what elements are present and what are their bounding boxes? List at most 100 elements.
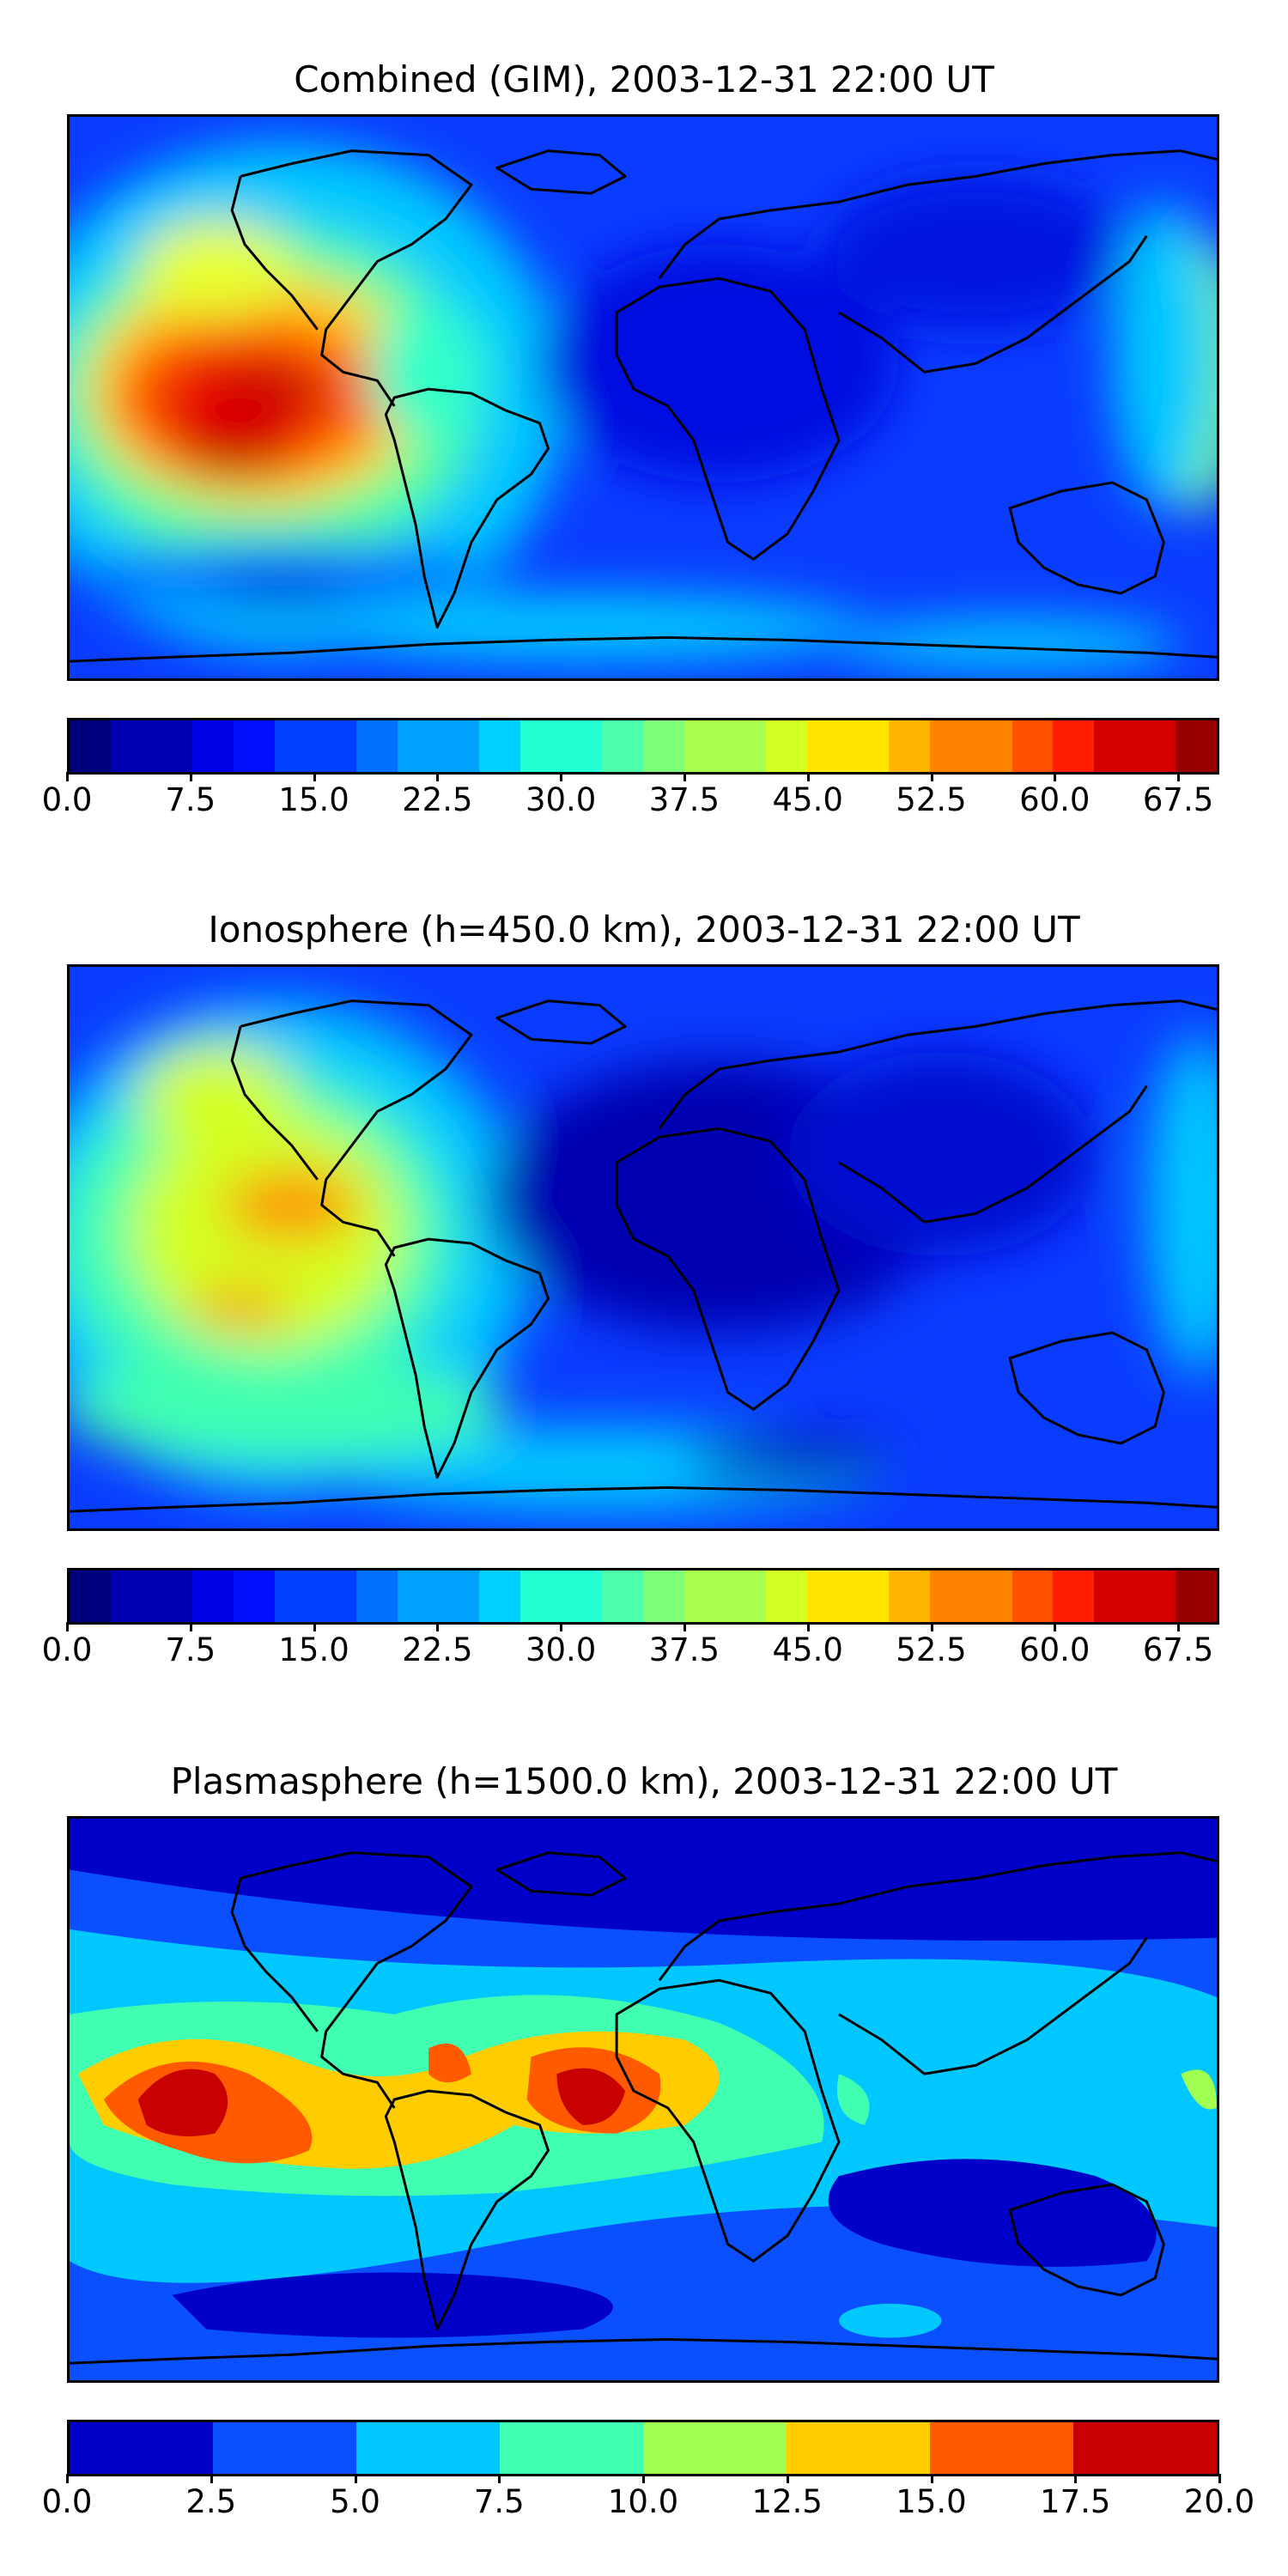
tec-map-combined-plot xyxy=(70,117,1217,678)
colorbar-tick-label: 12.5 xyxy=(751,2483,823,2520)
colorbar-level-segment xyxy=(274,1571,316,1622)
colorbar-level-segment xyxy=(1176,1571,1217,1622)
colorbar-level-segment xyxy=(1134,1571,1176,1622)
colorbar-level-segment xyxy=(192,1571,234,1622)
colorbar-tick-mark xyxy=(66,1622,69,1631)
colorbar-tick-mark xyxy=(189,1622,192,1631)
colorbar-tick-label: 37.5 xyxy=(648,1631,720,1668)
colorbar-level-segment xyxy=(561,720,603,772)
colorbar-level-segment xyxy=(683,1571,726,1622)
colorbar-tick-mark xyxy=(1054,1622,1057,1631)
colorbar-tick-mark xyxy=(930,2474,933,2483)
colorbar-level-segment xyxy=(151,720,193,772)
colorbar-level-segment xyxy=(970,1571,1012,1622)
colorbar-level-segment xyxy=(602,720,644,772)
colorbar-level-segment xyxy=(479,720,520,772)
colorbar-level-segment xyxy=(889,720,931,772)
colorbar-level-segment xyxy=(500,2422,643,2474)
colorbar-tick-mark xyxy=(436,772,440,781)
colorbar-tick-mark xyxy=(786,2474,789,2483)
coastlines xyxy=(70,1851,1217,2365)
colorbar-level-segment xyxy=(766,720,807,772)
colorbar-level-segment xyxy=(397,1571,439,1622)
panel-title-combined: Combined (GIM), 2003-12-31 22:00 UT xyxy=(294,58,994,100)
colorbar-tick-label: 37.5 xyxy=(648,781,720,818)
colorbar-tick-label: 20.0 xyxy=(1183,2483,1255,2520)
colorbar-level-segment xyxy=(1093,1571,1135,1622)
colorbar-level-segment xyxy=(519,720,562,772)
colorbar-level-segment xyxy=(1093,720,1135,772)
colorbar-tick-mark xyxy=(189,772,192,781)
colorbar-tick-label: 45.0 xyxy=(772,781,843,818)
colorbar-level-segment xyxy=(438,720,480,772)
colorbar-level-segment xyxy=(1053,1571,1094,1622)
tec-map-ionosphere xyxy=(67,964,1219,1531)
colorbar-tick-mark xyxy=(498,2474,501,2483)
colorbar-level-segment xyxy=(643,720,684,772)
colorbar-ionosphere xyxy=(67,1568,1219,1625)
colorbar-tick-mark xyxy=(1054,772,1057,781)
tec-map-combined xyxy=(67,114,1219,681)
colorbar-level-segment xyxy=(233,720,275,772)
colorbar-tick-mark xyxy=(683,1622,686,1631)
colorbar-tick-label: 60.0 xyxy=(1019,1631,1091,1668)
colorbar-tick-label: 52.5 xyxy=(896,781,967,818)
colorbar-tick-label: 67.5 xyxy=(1142,781,1214,818)
colorbar-tick-mark xyxy=(313,772,316,781)
colorbar-level-segment xyxy=(602,1571,644,1622)
colorbar-level-segment xyxy=(70,2422,213,2474)
colorbar-level-segment xyxy=(725,720,767,772)
colorbar-tick-mark xyxy=(683,772,686,781)
colorbar-tick-mark xyxy=(560,772,563,781)
coastlines xyxy=(70,149,1217,663)
colorbar-level-segment xyxy=(848,720,890,772)
tec-map-plasmasphere-plot xyxy=(70,1819,1217,2380)
colorbar-tick-label: 30.0 xyxy=(525,781,597,818)
colorbar-level-segment xyxy=(683,720,726,772)
colorbar-tick-label: 0.0 xyxy=(41,781,93,818)
colorbar-level-segment xyxy=(110,1571,152,1622)
colorbar-tick-label: 60.0 xyxy=(1019,781,1091,818)
colorbar-tick-mark xyxy=(313,1622,316,1631)
colorbar-level-segment xyxy=(397,720,439,772)
colorbar-tick-label: 7.5 xyxy=(165,1631,216,1668)
panel-title-plasmasphere: Plasmasphere (h=1500.0 km), 2003-12-31 2… xyxy=(170,1760,1118,1802)
colorbar-level-segment xyxy=(930,1571,971,1622)
colorbar-level-segment xyxy=(110,720,152,772)
colorbar-level-segment xyxy=(213,2422,356,2474)
colorbar-level-segment xyxy=(356,2422,500,2474)
colorbar-tick-mark xyxy=(806,1622,810,1631)
colorbar-tick-mark xyxy=(66,2474,69,2483)
colorbar-level-segment xyxy=(806,1571,848,1622)
colorbar-tick-label: 22.5 xyxy=(402,781,473,818)
colorbar-level-segment xyxy=(889,1571,931,1622)
colorbar-tick-mark xyxy=(560,1622,563,1631)
colorbar-tick-label: 67.5 xyxy=(1142,1631,1214,1668)
colorbar-tick-label: 15.0 xyxy=(278,1631,349,1668)
colorbar-tick-mark xyxy=(642,2474,645,2483)
colorbar-level-segment xyxy=(151,1571,193,1622)
colorbar-tick-label: 0.0 xyxy=(41,1631,93,1668)
colorbar-level-segment xyxy=(561,1571,603,1622)
colorbar-level-segment xyxy=(806,720,848,772)
colorbar-level-segment xyxy=(479,1571,520,1622)
colorbar-level-segment xyxy=(1134,720,1176,772)
panel-title-ionosphere: Ionosphere (h=450.0 km), 2003-12-31 22:0… xyxy=(208,908,1080,951)
colorbar-tick-label: 15.0 xyxy=(278,781,349,818)
coastlines xyxy=(70,999,1217,1513)
colorbar-level-segment xyxy=(274,720,316,772)
colorbar-tick-mark xyxy=(436,1622,440,1631)
colorbar-tick-mark xyxy=(210,2474,213,2483)
colorbar-tick-label: 5.0 xyxy=(330,2483,380,2520)
colorbar-level-segment xyxy=(1053,720,1094,772)
colorbar-level-segment xyxy=(643,2422,787,2474)
colorbar-tick-mark xyxy=(1074,2474,1078,2483)
colorbar-tick-label: 2.5 xyxy=(185,2483,237,2520)
colorbar-level-segment xyxy=(1012,720,1054,772)
colorbar-level-segment xyxy=(70,1571,111,1622)
colorbar-level-segment xyxy=(848,1571,890,1622)
tec-map-ionosphere-plot xyxy=(70,967,1217,1528)
colorbar-tick-label: 30.0 xyxy=(525,1631,597,1668)
colorbar-tick-label: 10.0 xyxy=(607,2483,679,2520)
colorbar-tick-label: 7.5 xyxy=(473,2483,525,2520)
